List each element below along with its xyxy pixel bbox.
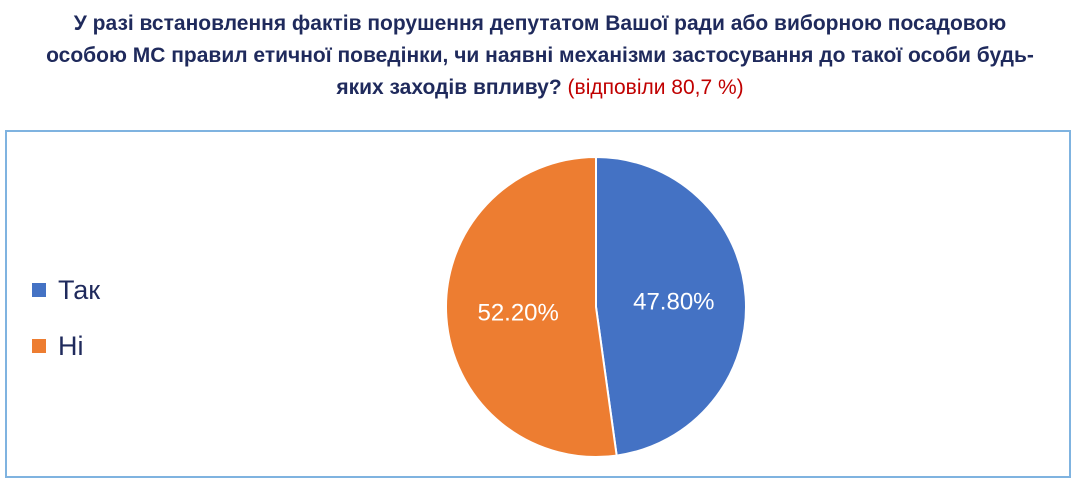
legend-item-tak: Так <box>32 262 100 318</box>
title-line-3: яких заходів впливу? <box>336 76 562 99</box>
title-line-2: особою МС правил етичної поведінки, чи н… <box>46 44 1034 67</box>
chart-title: У разі встановлення фактів порушення деп… <box>0 8 1080 104</box>
legend: Так Ні <box>32 262 100 374</box>
data-label-tak: 47.80% <box>633 289 714 316</box>
pie-slice-tak <box>595 155 747 457</box>
legend-item-ni: Ні <box>32 318 100 374</box>
legend-swatch-tak <box>32 283 46 297</box>
title-line-1: У разі встановлення фактів порушення деп… <box>73 12 1007 35</box>
data-label-ni: 52.20% <box>477 299 558 326</box>
pie-slice-ni <box>445 155 618 458</box>
chart-frame <box>5 130 1071 478</box>
legend-label-tak: Так <box>58 274 101 305</box>
legend-swatch-ni <box>32 339 46 353</box>
legend-label-ni: Ні <box>58 330 84 361</box>
response-note: (відповіли 80,7 %) <box>567 76 744 99</box>
